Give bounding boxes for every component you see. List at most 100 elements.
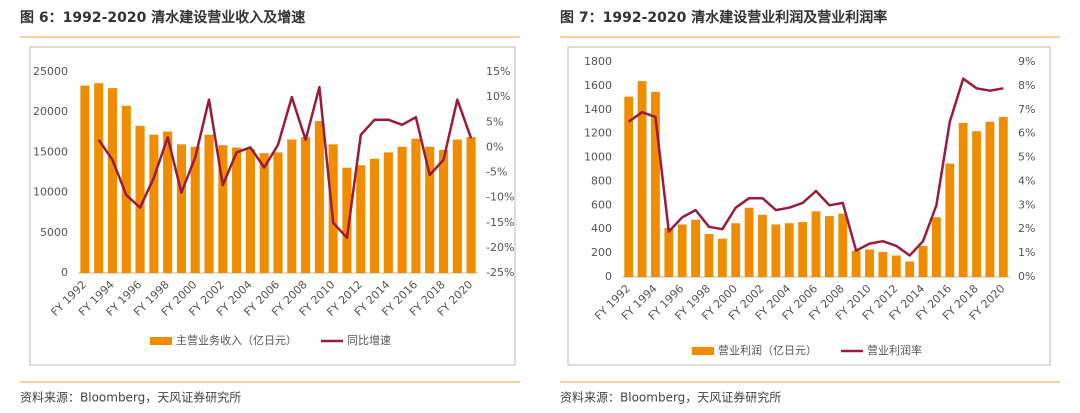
y2-tick-label: 7%: [1018, 103, 1035, 116]
y-tick-label: 0: [61, 266, 68, 279]
y-tick-label: 20000: [33, 105, 68, 118]
bar: [356, 165, 366, 273]
bar: [259, 153, 269, 273]
line: [97, 85, 473, 240]
bar: [163, 131, 173, 273]
y-tick-label: 10000: [33, 186, 68, 199]
bar: [784, 223, 794, 277]
bar: [466, 137, 476, 273]
y2-tick-label: 0%: [1018, 270, 1035, 283]
bar: [383, 152, 393, 273]
y-tick-label: 1400: [584, 103, 612, 116]
source: 资料来源：Bloomberg，天风证券研究所: [560, 390, 781, 405]
chart-panel: 图 6：1992-2020 清水建设营业收入及增速资料来源：Bloomberg，…: [20, 9, 520, 405]
bar: [651, 91, 660, 277]
bar: [425, 146, 435, 273]
bar: [149, 134, 159, 273]
line: [627, 77, 1004, 257]
bar: [287, 139, 297, 273]
y2-tick-label: 15%: [486, 65, 510, 78]
bar: [704, 234, 714, 277]
bar: [624, 96, 634, 277]
bar: [998, 116, 1008, 277]
bar: [905, 261, 915, 277]
bar: [811, 211, 821, 277]
y-tick-label: 600: [591, 198, 612, 211]
bar: [918, 245, 928, 277]
bar: [314, 121, 324, 273]
y-tick-label: 200: [591, 246, 612, 259]
bar: [771, 224, 781, 277]
chart-frame: [29, 46, 516, 366]
y2-tick-label: 0%: [486, 140, 503, 153]
bar: [731, 223, 741, 277]
y-tick-label: 1800: [584, 55, 612, 68]
bar: [637, 81, 647, 277]
legend-label: 主营业务收入（亿日元）: [176, 333, 297, 347]
bar: [972, 131, 981, 277]
bar: [94, 83, 104, 273]
y2-tick-label: -20%: [486, 241, 514, 254]
y-tick-label: 5000: [40, 226, 68, 239]
bar: [218, 145, 228, 273]
bar: [397, 146, 407, 273]
bar: [677, 224, 687, 277]
y2-tick-label: 6%: [1018, 127, 1035, 140]
bar: [176, 144, 186, 273]
y-tick-label: 1200: [584, 127, 612, 140]
y2-tick-label: 5%: [486, 115, 503, 128]
y2-tick-label: 2%: [1018, 222, 1035, 235]
bar: [342, 167, 352, 273]
bar: [370, 158, 380, 273]
bar: [121, 105, 131, 273]
legend-swatch: [150, 337, 172, 345]
y-tick-label: 1600: [584, 79, 612, 92]
y2-tick-label: 8%: [1018, 79, 1035, 92]
bar: [664, 228, 674, 277]
y-tick-label: 15000: [33, 145, 68, 158]
y-tick-label: 0: [605, 270, 612, 283]
bar: [878, 251, 888, 277]
bar: [824, 216, 834, 277]
y-tick-label: 1000: [584, 151, 612, 164]
source: 资料来源：Bloomberg，天风证券研究所: [20, 390, 241, 405]
bar: [985, 121, 995, 277]
bar: [931, 217, 941, 277]
chart-frame: [567, 46, 1051, 366]
bar: [190, 146, 200, 273]
chart-title: 图 7：1992-2020 清水建设营业利润及营业利润率: [560, 9, 887, 26]
bar: [958, 122, 968, 278]
y2-tick-label: 3%: [1018, 198, 1035, 211]
legend-swatch: [692, 347, 714, 355]
y2-tick-label: -5%: [486, 166, 507, 179]
bar: [245, 149, 255, 273]
bar: [865, 249, 874, 277]
bar: [107, 88, 118, 273]
y-tick-label: 25000: [33, 65, 68, 78]
legend-label: 营业利润（亿日元）: [718, 343, 817, 357]
chart-panel: 图 7：1992-2020 清水建设营业利润及营业利润率资料来源：Bloombe…: [560, 9, 1060, 405]
y2-tick-label: 9%: [1018, 55, 1035, 68]
bar: [891, 255, 901, 277]
bar: [744, 207, 754, 277]
y-tick-label: 800: [591, 174, 612, 187]
bar: [135, 125, 145, 273]
y2-tick-label: 10%: [486, 90, 510, 103]
y2-tick-label: -10%: [486, 191, 514, 204]
bar: [798, 222, 808, 277]
y2-tick-label: 5%: [1018, 151, 1035, 164]
y2-tick-label: -25%: [486, 266, 514, 279]
y2-tick-label: 1%: [1018, 246, 1035, 259]
bar: [411, 138, 421, 273]
legend-label: 营业利润率: [867, 343, 922, 357]
y2-tick-label: 4%: [1018, 174, 1035, 187]
y2-tick-label: -15%: [486, 216, 514, 229]
bar: [945, 163, 955, 277]
bar: [204, 134, 214, 273]
bar: [758, 214, 767, 277]
bar: [438, 149, 449, 273]
legend-label: 同比增速: [347, 333, 391, 347]
bar: [452, 139, 462, 273]
bar: [691, 219, 701, 277]
